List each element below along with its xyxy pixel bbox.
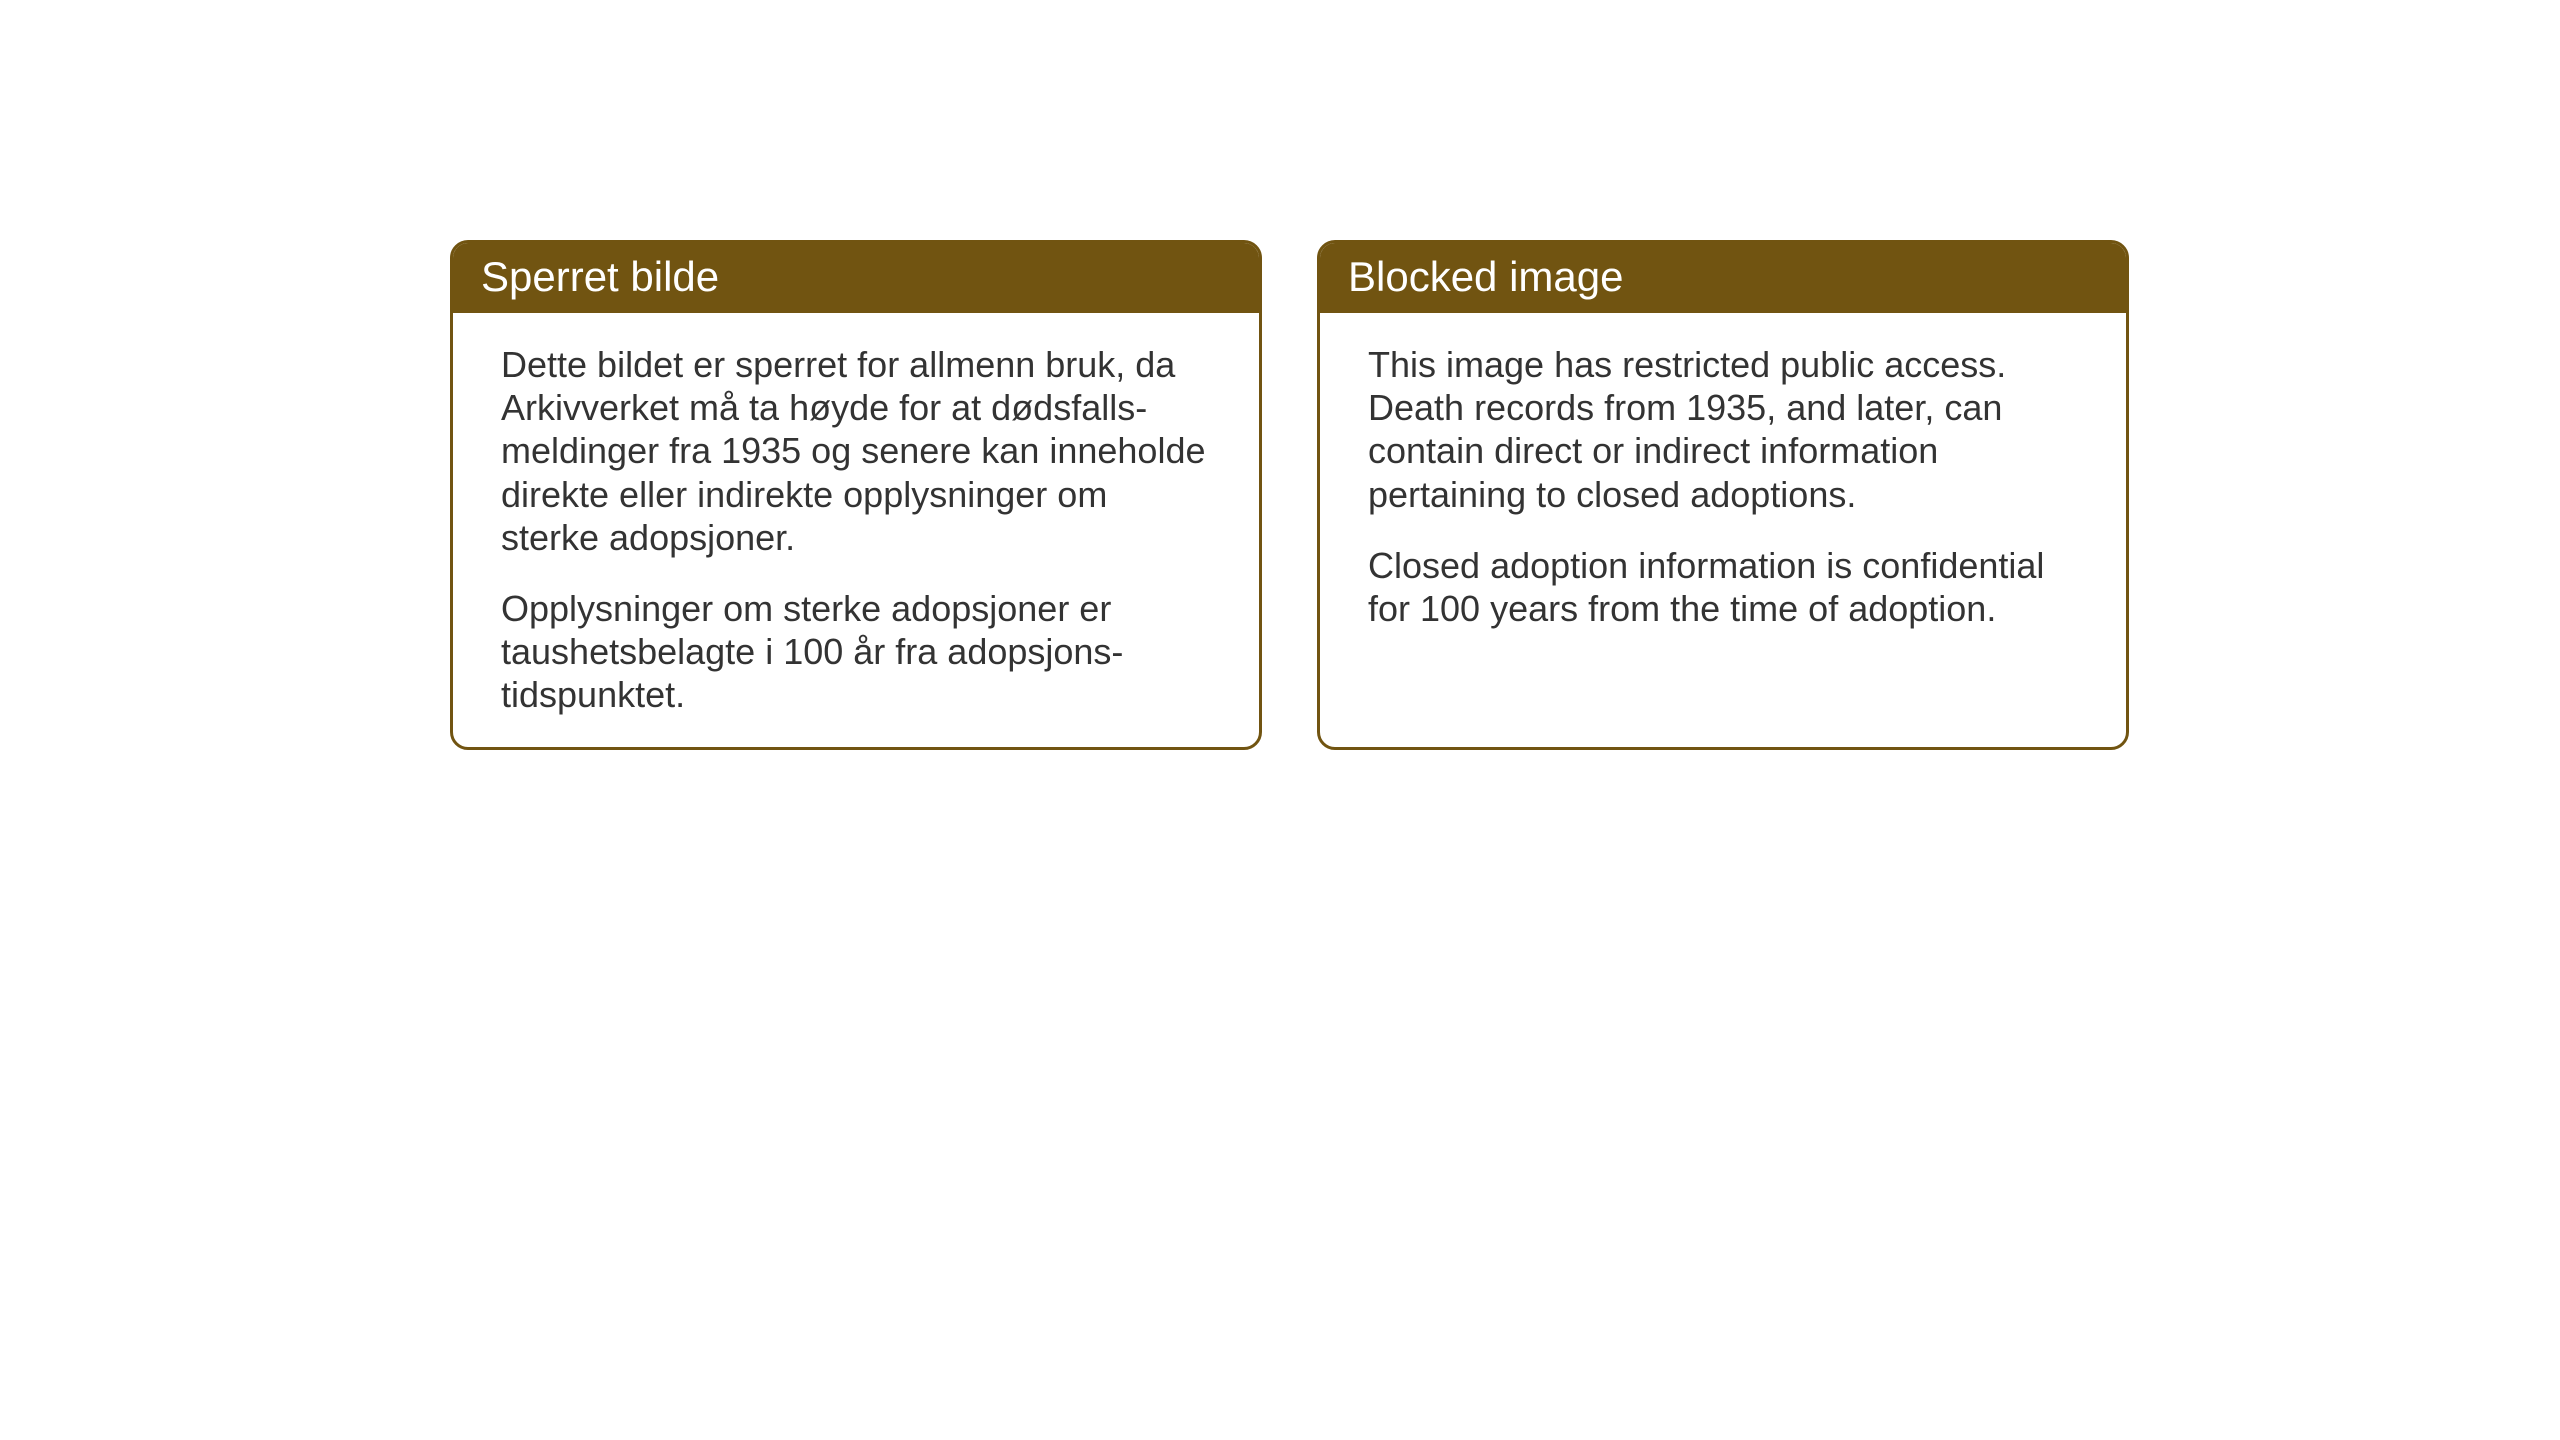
card-paragraph-1-english: This image has restricted public access.… [1368, 343, 2078, 516]
card-paragraph-1-norwegian: Dette bildet er sperret for allmenn bruk… [501, 343, 1211, 559]
card-body-norwegian: Dette bildet er sperret for allmenn bruk… [453, 313, 1259, 750]
notice-cards-container: Sperret bilde Dette bildet er sperret fo… [450, 240, 2129, 750]
card-header-english: Blocked image [1320, 243, 2126, 313]
card-body-english: This image has restricted public access.… [1320, 313, 2126, 670]
card-title-english: Blocked image [1348, 253, 1623, 300]
card-paragraph-2-norwegian: Opplysninger om sterke adopsjoner er tau… [501, 587, 1211, 717]
card-title-norwegian: Sperret bilde [481, 253, 719, 300]
card-header-norwegian: Sperret bilde [453, 243, 1259, 313]
notice-card-english: Blocked image This image has restricted … [1317, 240, 2129, 750]
card-paragraph-2-english: Closed adoption information is confident… [1368, 544, 2078, 630]
notice-card-norwegian: Sperret bilde Dette bildet er sperret fo… [450, 240, 1262, 750]
